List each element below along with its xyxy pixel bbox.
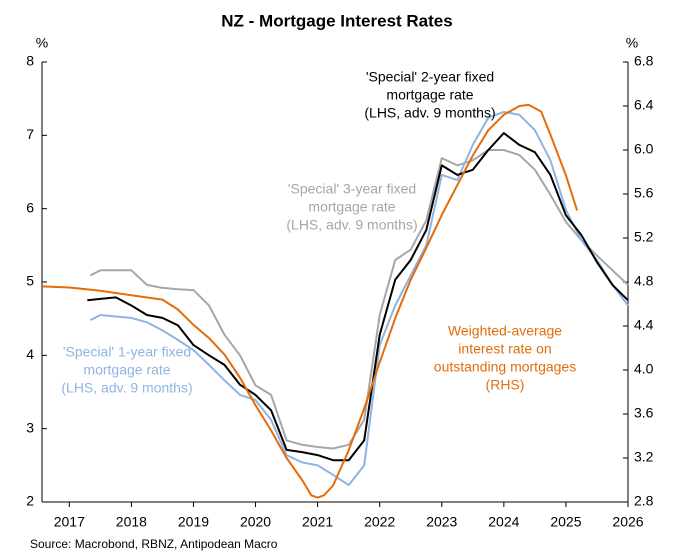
series-line: [89, 149, 629, 450]
source: Source: Macrobond, RBNZ, Antipodean Macr…: [30, 537, 278, 551]
y2-tick-label: 4.4: [634, 317, 654, 333]
y2-tick-label: 5.2: [634, 229, 654, 245]
y2-unit: %: [626, 35, 638, 51]
series-label: (RHS): [486, 377, 525, 393]
y2-tick-label: 6.4: [634, 97, 654, 113]
x-tick-label: 2019: [178, 514, 209, 530]
y-tick-label: 4: [26, 346, 34, 362]
y2-tick-label: 3.2: [634, 449, 654, 465]
x-tick-label: 2023: [426, 514, 457, 530]
series-label: interest rate on: [458, 341, 551, 357]
series-label: outstanding mortgages: [434, 359, 576, 375]
y-unit: %: [36, 35, 48, 51]
y2-tick-label: 3.6: [634, 405, 654, 421]
x-tick-label: 2025: [550, 514, 581, 530]
series-line: [87, 132, 629, 462]
y-tick-label: 2: [26, 493, 34, 509]
y2-tick-label: 6.0: [634, 141, 654, 157]
x-tick-label: 2017: [54, 514, 85, 530]
x-tick-label: 2021: [302, 514, 333, 530]
x-tick-label: 2026: [612, 514, 643, 530]
series-label: mortgage rate: [308, 199, 395, 215]
x-tick-label: 2018: [116, 514, 147, 530]
series-label: (LHS, adv. 9 months): [364, 105, 495, 121]
y-tick-label: 5: [26, 273, 34, 289]
series-label: mortgage rate: [386, 87, 473, 103]
y-tick-label: 8: [26, 53, 34, 69]
y2-tick-label: 2.8: [634, 493, 654, 509]
series-label: 'Special' 2-year fixed: [366, 69, 494, 85]
y-tick-label: 6: [26, 199, 34, 215]
y2-tick-label: 4.0: [634, 361, 654, 377]
chart-title: NZ - Mortgage Interest Rates: [221, 11, 452, 30]
y2-tick-label: 6.8: [634, 53, 654, 69]
x-tick-label: 2022: [364, 514, 395, 530]
y2-tick-label: 4.8: [634, 273, 654, 289]
x-tick-label: 2020: [240, 514, 271, 530]
series-line: [41, 103, 579, 499]
series-label: (LHS, adv. 9 months): [61, 380, 192, 396]
series-line: [89, 110, 629, 487]
series-label: Weighted-average: [448, 323, 562, 339]
series-label: mortgage rate: [83, 362, 170, 378]
y-tick-label: 3: [26, 419, 34, 435]
series-label: 'Special' 3-year fixed: [288, 181, 416, 197]
y-tick-label: 7: [26, 126, 34, 142]
y2-tick-label: 5.6: [634, 185, 654, 201]
series-label: 'Special' 1-year fixed: [63, 344, 191, 360]
series-label: (LHS, adv. 9 months): [286, 217, 417, 233]
x-tick-label: 2024: [488, 514, 519, 530]
